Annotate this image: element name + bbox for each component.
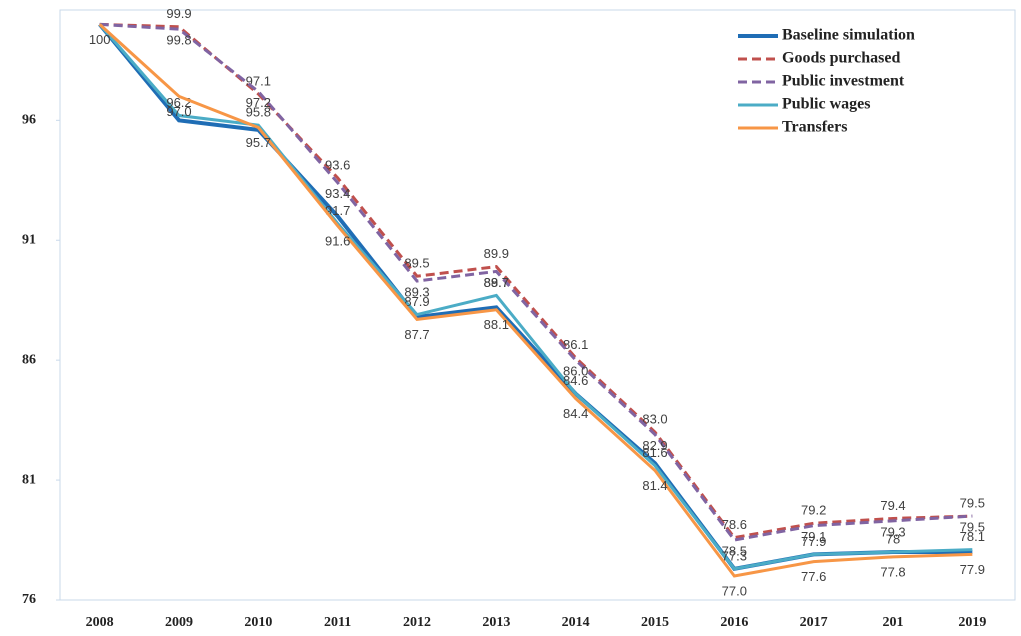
data-label: 84.4 [563, 406, 588, 421]
series-line [99, 22, 973, 540]
data-label: 79.1 [801, 529, 826, 544]
data-label: 79.2 [801, 503, 826, 518]
data-label: 87.7 [404, 327, 429, 342]
x-tick-label: 2008 [86, 615, 114, 630]
data-label: 88.1 [484, 317, 509, 332]
data-label: 95.8 [246, 105, 271, 120]
data-label: 79.4 [880, 498, 905, 513]
data-label: 82.9 [642, 438, 667, 453]
series-line [99, 22, 973, 542]
data-label: 78 [886, 531, 900, 546]
data-label: 88.7 [484, 275, 509, 290]
x-tick-label: 2009 [165, 615, 193, 630]
data-label: 77.9 [960, 562, 985, 577]
data-label: 97.2 [246, 95, 271, 110]
data-label: 87.9 [404, 294, 429, 309]
x-tick-label: 2016 [720, 615, 748, 630]
x-tick-label: 2012 [403, 615, 431, 630]
legend-label: Public wages [782, 96, 870, 113]
legend-label: Public investment [782, 73, 905, 90]
y-tick-label: 81 [22, 472, 36, 487]
data-label: 77.9 [801, 534, 826, 549]
x-tick-label: 2015 [641, 615, 669, 630]
legend-label: Baseline simulation [782, 27, 915, 44]
x-tick-label: 2011 [324, 615, 351, 630]
data-label: 79.5 [960, 495, 985, 510]
y-tick-label: 91 [22, 232, 36, 247]
data-label: 95.7 [246, 135, 271, 150]
data-label: 89.5 [404, 256, 429, 271]
series-line [98, 23, 973, 578]
plot-frame [59, 9, 1016, 601]
x-tick-label: 2010 [244, 615, 272, 630]
data-label: 99.8 [166, 33, 191, 48]
legend-label: Goods purchased [782, 50, 901, 67]
data-label: 86.0 [563, 364, 588, 379]
data-label: 91.7 [325, 203, 350, 218]
x-tick-label: 2017 [800, 615, 828, 630]
data-label: 81.6 [642, 445, 667, 460]
data-label: 79.3 [880, 524, 905, 539]
y-tick-label: 86 [22, 352, 36, 367]
data-label: 97.1 [246, 73, 271, 88]
data-label: 89.9 [484, 246, 509, 261]
data-label: 93.4 [325, 186, 350, 201]
x-tick-label: 2013 [482, 615, 510, 630]
data-label: 78.1 [960, 529, 985, 544]
data-label: 79.5 [960, 519, 985, 534]
data-label: 78.5 [722, 543, 747, 558]
data-label: 93.6 [325, 157, 350, 172]
legend-label: Transfers [782, 119, 847, 136]
data-label: 86.1 [563, 337, 588, 352]
x-tick-label: 201 [883, 615, 904, 630]
data-label: 83.0 [642, 412, 667, 427]
data-label: 100 [89, 32, 111, 47]
data-label: 84.6 [563, 373, 588, 388]
data-label: 81.4 [642, 478, 667, 493]
x-tick-label: 2014 [562, 615, 590, 630]
data-label: 77.3 [722, 548, 747, 563]
data-label: 97.0 [166, 104, 191, 119]
data-label: 78.6 [722, 517, 747, 532]
x-tick-label: 2019 [958, 615, 986, 630]
data-label: 77.6 [801, 569, 826, 584]
data-label: 77.0 [722, 583, 747, 598]
data-label: 89.7 [484, 275, 509, 290]
data-label: 77.8 [880, 564, 905, 579]
y-tick-label: 76 [22, 592, 36, 607]
data-label: 89.3 [404, 284, 429, 299]
data-label: 99.9 [166, 6, 191, 21]
data-label: 91.6 [325, 233, 350, 248]
y-tick-label: 96 [22, 113, 36, 128]
